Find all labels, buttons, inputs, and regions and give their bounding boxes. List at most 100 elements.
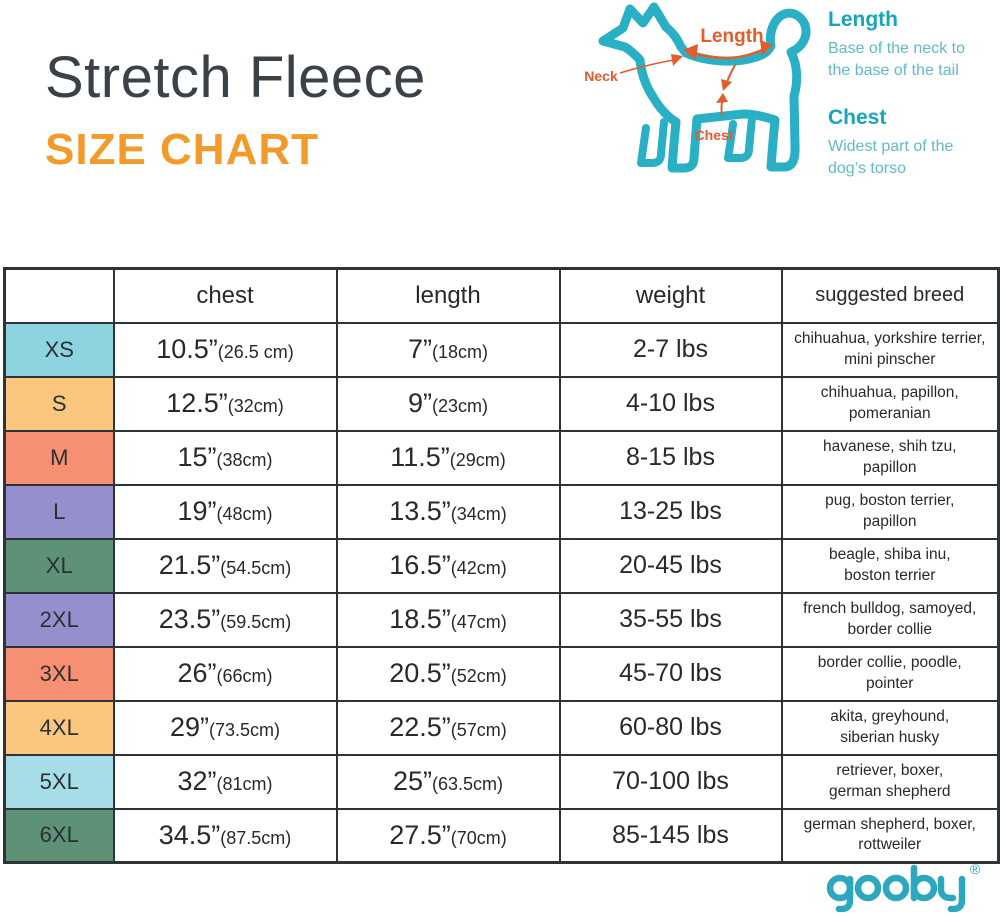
chest-cell: 29”(73.5cm) bbox=[112, 699, 338, 756]
length-cell: 25”(63.5cm) bbox=[335, 753, 561, 810]
weight-cell: 13-25 lbs bbox=[558, 483, 783, 540]
length-cm: (52cm) bbox=[450, 666, 507, 686]
length-cell: 27.5”(70cm) bbox=[335, 807, 561, 864]
chest-inches: 12.5” bbox=[166, 388, 228, 418]
chest-cm: (32cm) bbox=[227, 396, 284, 416]
length-cm: (23cm) bbox=[432, 396, 489, 416]
length-inches: 18.5” bbox=[389, 604, 451, 634]
size-cell: 5XL bbox=[3, 753, 115, 810]
chest-cm: (26.5 cm) bbox=[217, 342, 294, 362]
chest-inches: 26” bbox=[177, 658, 217, 688]
breed-cell: beagle, shiba inu, boston terrier bbox=[780, 537, 1000, 594]
size-cell: 2XL bbox=[3, 591, 115, 648]
legend-item-chest: Chest Widest part of the dog’s torso bbox=[828, 106, 996, 180]
chest-cm: (87.5cm) bbox=[220, 827, 292, 848]
length-arrow bbox=[683, 40, 773, 60]
length-cm: (18cm) bbox=[432, 342, 489, 362]
table-row-xl: XL 21.5”(54.5cm) 16.5”(42cm) 20-45 lbs b… bbox=[3, 537, 1000, 594]
breed-cell: retriever, boxer, german shepherd bbox=[780, 753, 1000, 810]
legend-chest-definition: Widest part of the dog’s torso bbox=[828, 138, 954, 178]
length-cell: 13.5”(34cm) bbox=[335, 483, 561, 540]
length-cell: 7”(18cm) bbox=[335, 321, 561, 378]
weight-cell: 35-55 lbs bbox=[558, 591, 783, 648]
chest-cell: 10.5”(26.5 cm) bbox=[112, 321, 338, 378]
chest-inches: 19” bbox=[177, 496, 217, 526]
weight-cell: 4-10 lbs bbox=[558, 375, 783, 432]
chest-inches: 32” bbox=[177, 766, 217, 796]
table-row-m: M 15”(38cm) 11.5”(29cm) 8-15 lbs havanes… bbox=[3, 429, 1000, 486]
breed-cell: akita, greyhound, siberian husky bbox=[780, 699, 1000, 756]
dog-measurement-diagram: Length Neck Chest bbox=[572, 0, 824, 208]
length-inches: 22.5” bbox=[389, 712, 451, 742]
length-inches: 7” bbox=[407, 334, 432, 364]
chest-cell: 12.5”(32cm) bbox=[112, 375, 338, 432]
chest-cm: (54.5cm) bbox=[220, 558, 292, 578]
weight-cell: 2-7 lbs bbox=[558, 321, 783, 378]
dog-far-legs bbox=[637, 114, 756, 167]
breed-cell: havanese, shih tzu, papillon bbox=[780, 429, 1000, 486]
chest-cell: 23.5”(59.5cm) bbox=[112, 591, 338, 648]
size-chart-heading: SIZE CHART bbox=[45, 125, 319, 174]
chest-inches: 21.5” bbox=[158, 550, 221, 580]
page-title: Stretch Fleece bbox=[45, 45, 426, 110]
size-cell: 3XL bbox=[3, 645, 115, 702]
legend-length-term: Length bbox=[828, 8, 898, 31]
table-row-l: L 19”(48cm) 13.5”(34cm) 13-25 lbs pug, b… bbox=[3, 483, 1000, 540]
size-chart-table: chest length weight suggested breed XS 1… bbox=[3, 267, 1000, 864]
measurement-legend: Length Base of the neck to the base of t… bbox=[828, 8, 996, 204]
breed-cell: pug, boston terrier, papillon bbox=[780, 483, 1000, 540]
chest-column-header: chest bbox=[112, 267, 338, 324]
size-cell: XS bbox=[3, 321, 115, 378]
size-cell: XL bbox=[3, 537, 115, 594]
registered-mark: ® bbox=[970, 861, 981, 877]
chest-cell: 32”(81cm) bbox=[112, 753, 338, 810]
legend-length-definition: Base of the neck to the base of the tail bbox=[828, 40, 965, 80]
neck-annotation-label: Neck bbox=[584, 68, 618, 84]
weight-cell: 8-15 lbs bbox=[558, 429, 783, 486]
weight-cell: 60-80 lbs bbox=[558, 699, 783, 756]
size-cell: M bbox=[3, 429, 115, 486]
length-cell: 11.5”(29cm) bbox=[335, 429, 561, 486]
size-cell: 4XL bbox=[3, 699, 115, 756]
length-cm: (57cm) bbox=[450, 720, 507, 740]
chest-cell: 21.5”(54.5cm) bbox=[112, 537, 338, 594]
gooby-logo: ® bbox=[823, 860, 988, 913]
weight-column-header: weight bbox=[558, 267, 783, 324]
breed-cell: chihuahua, yorkshire terrier, mini pinsc… bbox=[780, 321, 1000, 378]
length-inches: 9” bbox=[407, 388, 432, 418]
length-inches: 11.5” bbox=[390, 442, 450, 472]
chest-cm: (66cm) bbox=[216, 666, 273, 686]
breed-cell: german shepherd, boxer, rottweiler bbox=[780, 807, 1000, 864]
table-row-5xl: 5XL 32”(81cm) 25”(63.5cm) 70-100 lbs ret… bbox=[3, 753, 1000, 810]
gooby-wordmark-icon: ® bbox=[826, 861, 981, 913]
length-cell: 18.5”(47cm) bbox=[335, 591, 561, 648]
size-cell: S bbox=[3, 375, 115, 432]
size-cell: 6XL bbox=[3, 807, 115, 864]
size-cell: L bbox=[3, 483, 115, 540]
table-row-xs: XS 10.5”(26.5 cm) 7”(18cm) 2-7 lbs chihu… bbox=[3, 321, 1000, 378]
breed-cell: french bulldog, samoyed, border collie bbox=[780, 591, 1000, 648]
length-cm: (42cm) bbox=[450, 558, 507, 578]
table-row-3xl: 3XL 26”(66cm) 20.5”(52cm) 45-70 lbs bord… bbox=[3, 645, 1000, 702]
length-cm: (29cm) bbox=[449, 450, 506, 470]
table-row-4xl: 4XL 29”(73.5cm) 22.5”(57cm) 60-80 lbs ak… bbox=[3, 699, 1000, 756]
length-inches: 16.5” bbox=[389, 550, 451, 580]
chest-inches: 10.5” bbox=[156, 334, 218, 364]
length-cm: (47cm) bbox=[450, 612, 507, 632]
legend-item-length: Length Base of the neck to the base of t… bbox=[828, 8, 996, 82]
size-column-header bbox=[3, 267, 115, 324]
length-cell: 16.5”(42cm) bbox=[335, 537, 561, 594]
chest-cm: (73.5cm) bbox=[209, 720, 281, 740]
weight-cell: 20-45 lbs bbox=[558, 537, 783, 594]
length-inches: 13.5” bbox=[389, 496, 451, 526]
neck-arrow bbox=[619, 54, 683, 74]
length-cm: (34cm) bbox=[450, 504, 507, 524]
length-cell: 9”(23cm) bbox=[335, 375, 561, 432]
chest-inches: 29” bbox=[169, 712, 209, 742]
breed-cell: chihuahua, papillon, pomeranian bbox=[780, 375, 1000, 432]
chest-cm: (48cm) bbox=[216, 504, 273, 524]
length-cm: (70cm) bbox=[450, 827, 507, 848]
length-annotation-label: Length bbox=[700, 26, 763, 47]
chest-annotation-label: Chest bbox=[695, 127, 734, 143]
chest-inches: 15” bbox=[177, 442, 217, 472]
